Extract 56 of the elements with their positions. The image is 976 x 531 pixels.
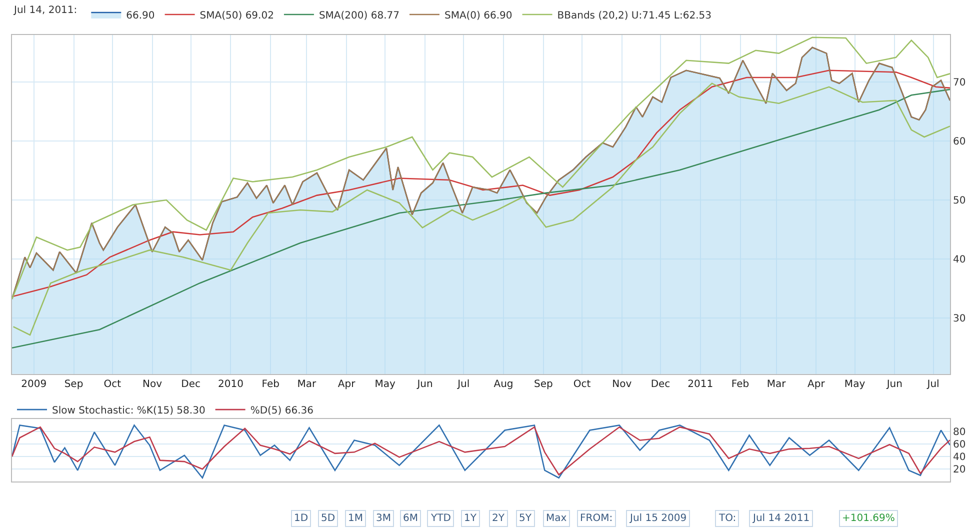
- x-tick-label: Jun: [416, 378, 433, 390]
- legend-label: SMA(0) 66.90: [444, 10, 512, 22]
- x-tick-label: May: [374, 378, 396, 390]
- x-tick-label: Nov: [612, 378, 632, 390]
- x-tick-label: Dec: [650, 378, 670, 390]
- text: TO:: [718, 513, 736, 524]
- text: 2Y: [492, 513, 506, 524]
- x-tick-label: Apr: [338, 378, 356, 390]
- x-tick-label: Feb: [731, 378, 750, 390]
- legend-label: SMA(50) 69.02: [200, 10, 274, 22]
- text: Max: [546, 513, 567, 524]
- y-tick-label: 40: [953, 254, 966, 266]
- text: 3M: [376, 513, 391, 524]
- text: 1D: [294, 513, 308, 524]
- text: 1M: [348, 513, 363, 524]
- x-tick-label: Sep: [64, 378, 84, 390]
- x-tick-label: Oct: [573, 378, 591, 390]
- x-tick-label: Mar: [297, 378, 317, 390]
- legend-title: Jul 14, 2011:: [13, 5, 78, 16]
- x-tick-label: Sep: [534, 378, 553, 390]
- x-tick-label: Nov: [142, 378, 162, 390]
- y-tick-label: 30: [953, 313, 966, 324]
- legend-label: Slow Stochastic: %K(15) 58.30: [52, 405, 206, 416]
- x-tick-label: Apr: [808, 378, 826, 390]
- x-tick-label: 2011: [688, 378, 714, 390]
- x-tick-label: Mar: [766, 378, 787, 390]
- x-tick-label: 2010: [218, 378, 244, 390]
- x-tick-label: Jul: [926, 378, 940, 390]
- text: YTD: [430, 513, 452, 524]
- y-tick-label: 40: [953, 452, 966, 464]
- y-tick-label: 60: [953, 136, 966, 148]
- text: 6M: [403, 513, 418, 524]
- y-tick-label: 20: [953, 464, 966, 476]
- x-tick-label: Feb: [262, 378, 280, 390]
- x-tick-label: Aug: [494, 378, 514, 390]
- x-tick-label: Jun: [886, 378, 902, 390]
- text: +101.69%: [842, 513, 895, 524]
- y-tick-label: 80: [953, 426, 966, 438]
- legend-label: %D(5) 66.36: [250, 405, 314, 416]
- legend-label: BBands (20,2) U:71.45 L:62.53: [557, 10, 712, 22]
- y-tick-label: 60: [953, 440, 966, 451]
- y-tick-label: 70: [953, 78, 966, 89]
- text: 5Y: [519, 513, 532, 524]
- x-tick-label: 2009: [21, 378, 47, 390]
- y-tick-label: 50: [953, 196, 966, 207]
- x-tick-label: May: [844, 378, 866, 390]
- x-tick-label: Oct: [104, 378, 122, 390]
- legend-label: 66.90: [126, 10, 155, 22]
- text: 5D: [321, 513, 336, 524]
- text: FROM:: [580, 513, 613, 524]
- legend-label: SMA(200) 68.77: [318, 10, 400, 22]
- text: Jul 14 2011: [752, 513, 810, 524]
- x-tick-label: Dec: [181, 378, 201, 390]
- text: Jul 15 2009: [629, 513, 687, 524]
- text: 1Y: [464, 513, 478, 524]
- x-tick-label: Jul: [456, 378, 470, 390]
